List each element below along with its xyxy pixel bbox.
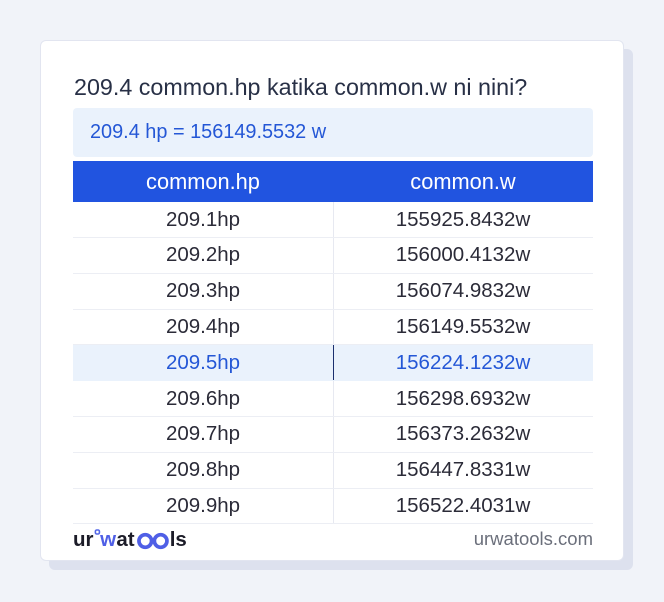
svg-text:ur: ur — [73, 528, 94, 551]
svg-text:at: at — [116, 528, 134, 551]
svg-text:ls: ls — [170, 528, 187, 551]
svg-text:w: w — [99, 528, 116, 551]
